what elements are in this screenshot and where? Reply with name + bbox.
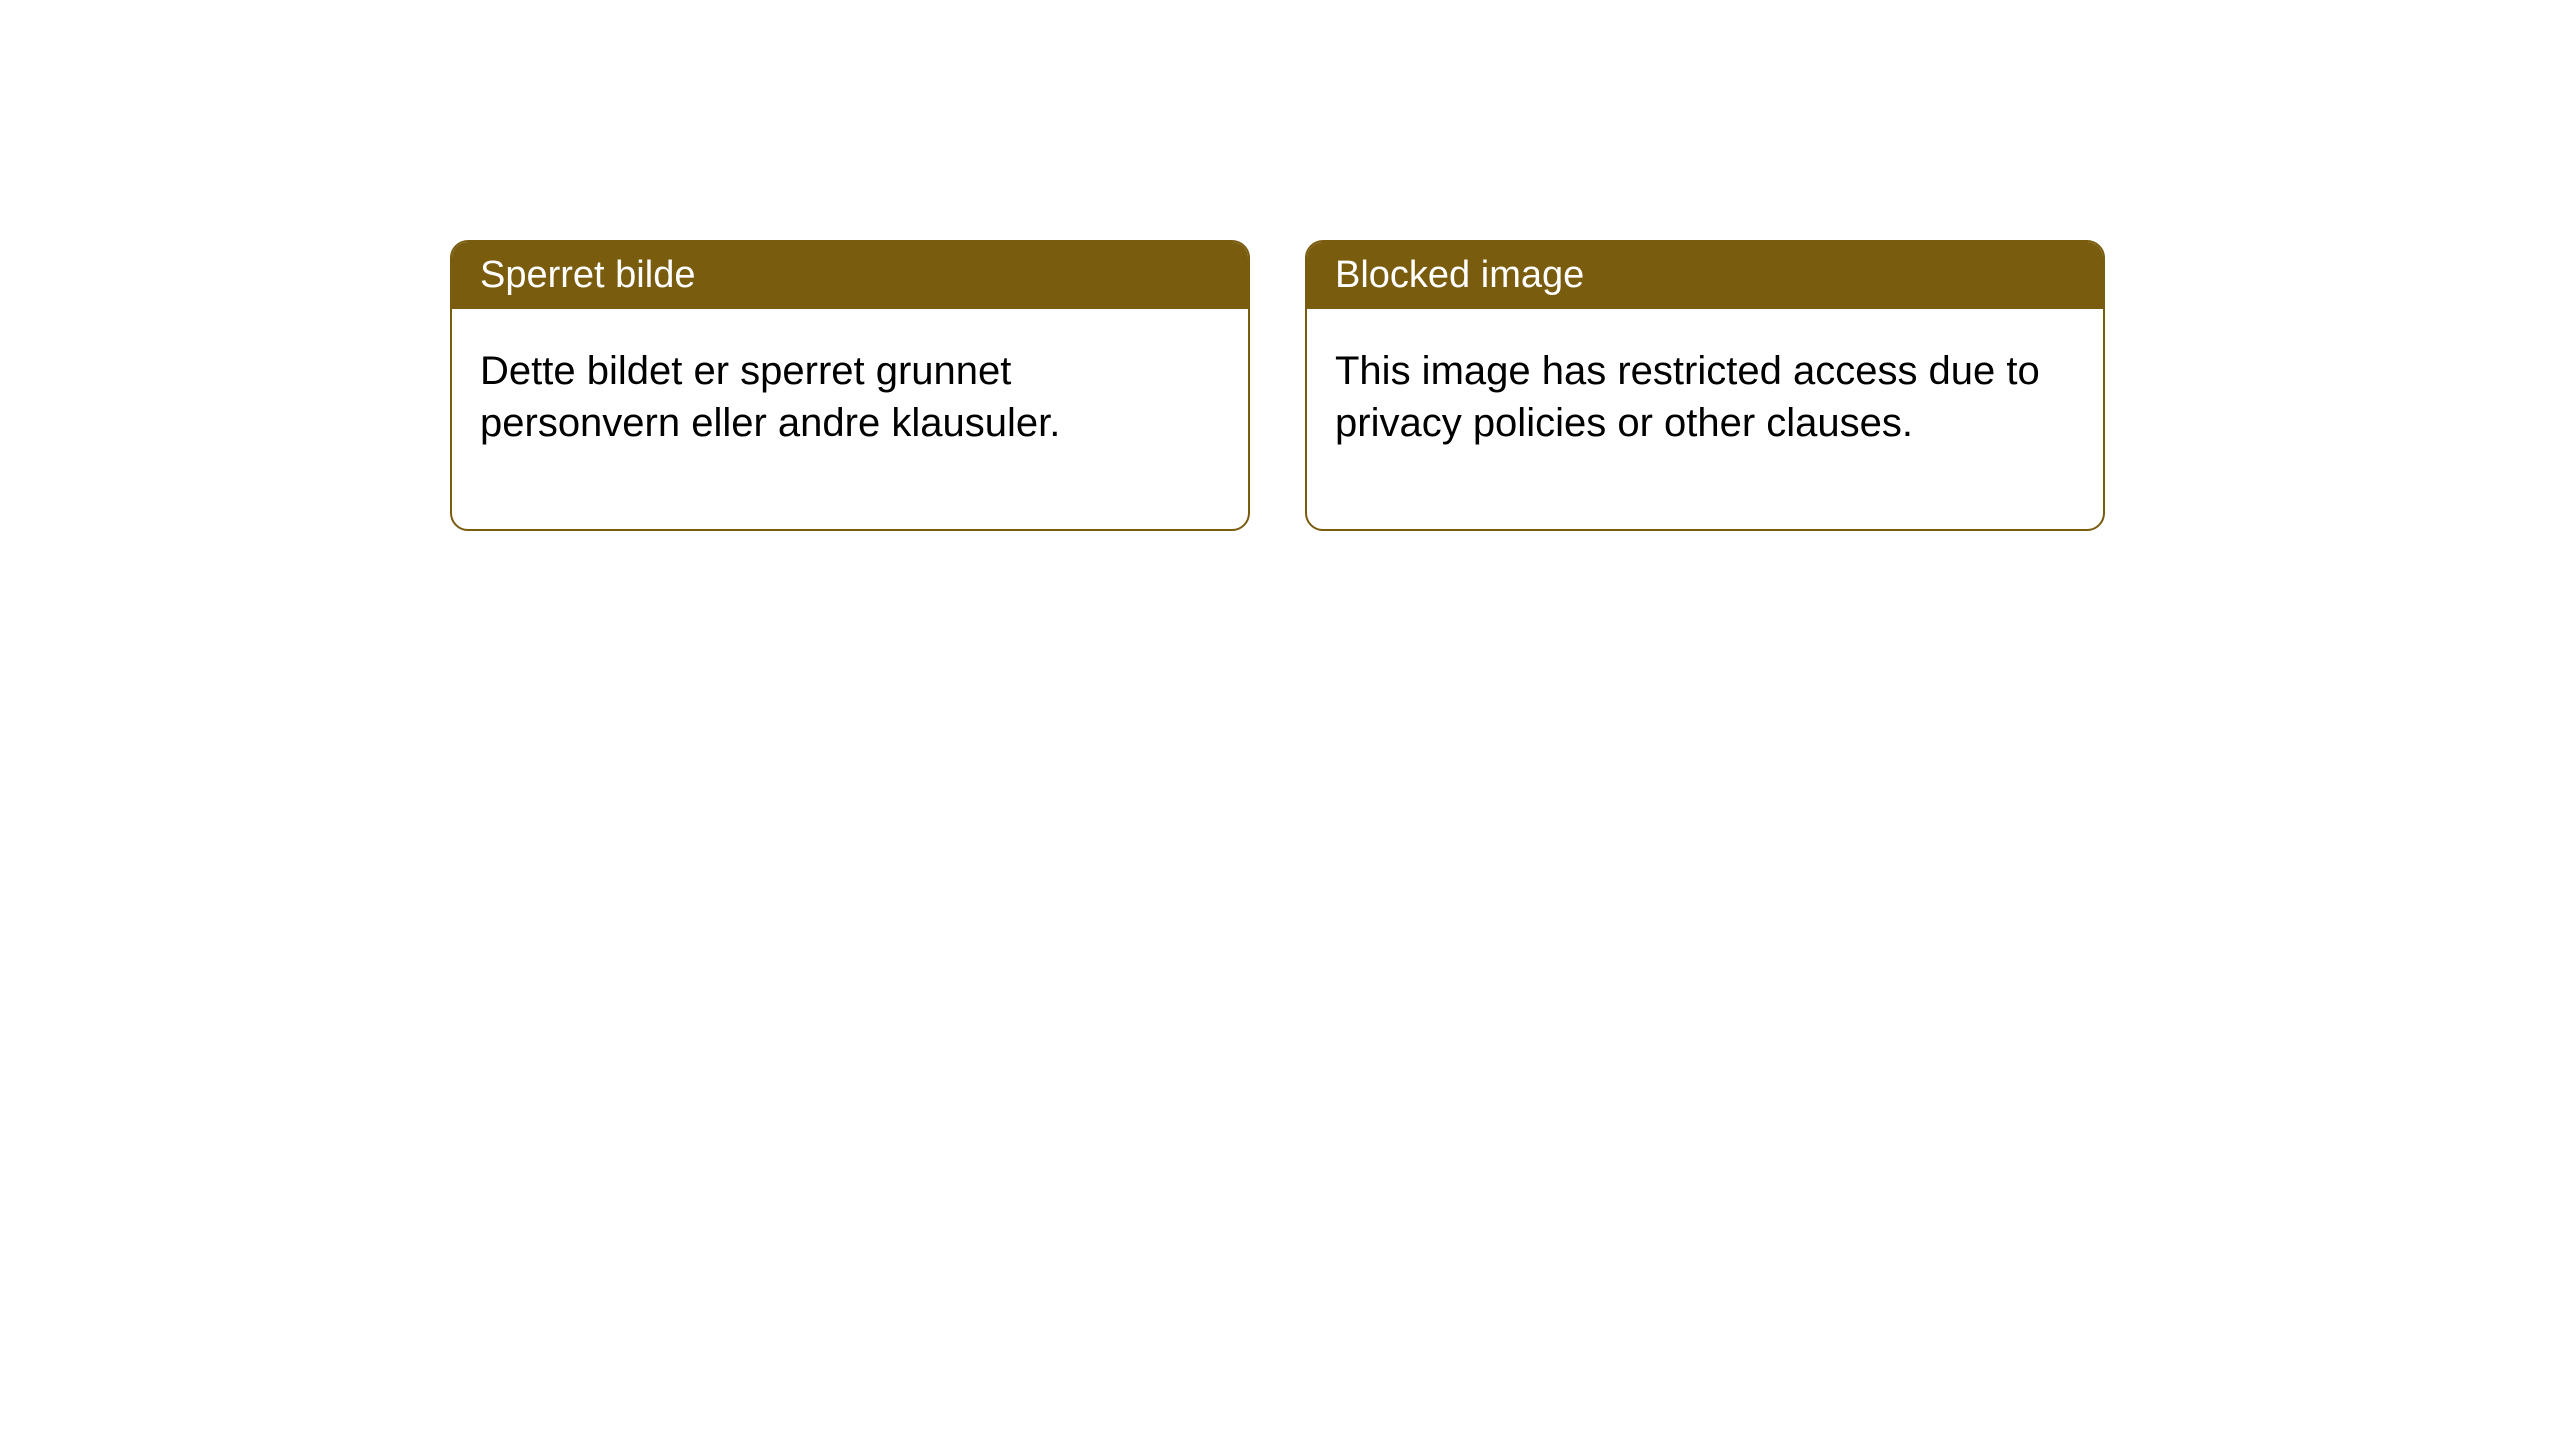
cards-container: Sperret bilde Dette bildet er sperret gr… xyxy=(450,240,2105,531)
card-header-en: Blocked image xyxy=(1307,242,2103,309)
card-text-en: This image has restricted access due to … xyxy=(1335,349,2040,445)
blocked-image-card-no: Sperret bilde Dette bildet er sperret gr… xyxy=(450,240,1250,531)
card-title-no: Sperret bilde xyxy=(480,254,695,296)
blocked-image-card-en: Blocked image This image has restricted … xyxy=(1305,240,2105,531)
card-body-en: This image has restricted access due to … xyxy=(1307,309,2103,529)
card-header-no: Sperret bilde xyxy=(452,242,1248,309)
card-body-no: Dette bildet er sperret grunnet personve… xyxy=(452,309,1248,529)
card-text-no: Dette bildet er sperret grunnet personve… xyxy=(480,349,1060,445)
card-title-en: Blocked image xyxy=(1335,254,1584,296)
